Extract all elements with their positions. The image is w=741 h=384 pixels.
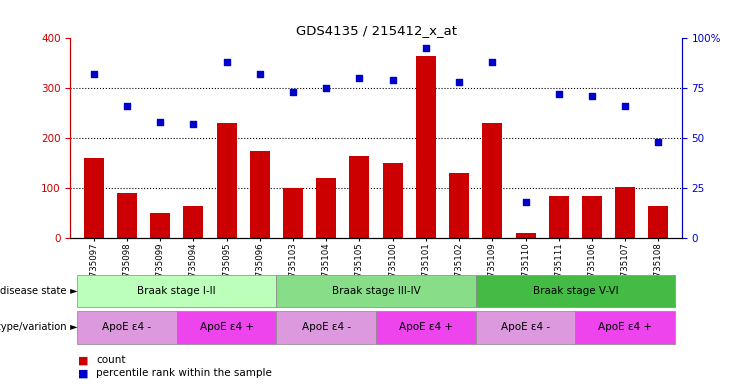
Bar [150, 213, 170, 238]
Bar [648, 206, 668, 238]
Point [87, 71, 99, 78]
Text: count: count [96, 355, 126, 365]
Point [519, 199, 531, 205]
Text: ApoE ε4 -: ApoE ε4 - [302, 322, 350, 333]
Text: ■: ■ [78, 368, 88, 378]
Bar [77, 275, 276, 307]
Point [187, 121, 199, 127]
Point [420, 45, 432, 51]
Text: Braak stage I-II: Braak stage I-II [137, 286, 216, 296]
Bar [476, 275, 675, 307]
Bar [615, 187, 635, 238]
Bar [376, 311, 476, 344]
Bar [476, 311, 576, 344]
Point [287, 89, 299, 95]
Bar [382, 163, 402, 238]
Point [254, 71, 266, 78]
Text: Braak stage III-IV: Braak stage III-IV [332, 286, 420, 296]
Point [553, 91, 565, 98]
Point [121, 103, 133, 109]
Bar [516, 233, 536, 238]
Text: percentile rank within the sample: percentile rank within the sample [96, 368, 272, 378]
Point [486, 59, 498, 65]
Bar [582, 195, 602, 238]
Bar [117, 193, 137, 238]
Text: ►: ► [67, 286, 77, 296]
Bar [77, 311, 176, 344]
Point [586, 93, 598, 99]
Text: disease state: disease state [0, 286, 67, 296]
Bar [250, 151, 270, 238]
Bar [316, 178, 336, 238]
Text: ApoE ε4 +: ApoE ε4 + [399, 322, 453, 333]
Bar [276, 275, 476, 307]
Bar [176, 311, 276, 344]
Point [619, 103, 631, 109]
Bar [276, 311, 376, 344]
Text: ApoE ε4 -: ApoE ε4 - [501, 322, 550, 333]
Title: GDS4135 / 215412_x_at: GDS4135 / 215412_x_at [296, 24, 456, 37]
Bar [350, 156, 370, 238]
Point [387, 77, 399, 83]
Bar [84, 158, 104, 238]
Point [353, 75, 365, 81]
Point [453, 79, 465, 85]
Bar [482, 123, 502, 238]
Bar [183, 206, 203, 238]
Point [221, 59, 233, 65]
Text: ApoE ε4 -: ApoE ε4 - [102, 322, 151, 333]
Text: ■: ■ [78, 355, 88, 365]
Text: Braak stage V-VI: Braak stage V-VI [533, 286, 618, 296]
Bar [416, 56, 436, 238]
Text: ApoE ε4 +: ApoE ε4 + [199, 322, 253, 333]
Bar [216, 123, 236, 238]
Text: genotype/variation: genotype/variation [0, 322, 67, 333]
Text: ►: ► [67, 322, 77, 333]
Bar [283, 188, 303, 238]
Text: ApoE ε4 +: ApoE ε4 + [598, 322, 652, 333]
Bar [449, 173, 469, 238]
Bar [576, 311, 675, 344]
Point [154, 119, 166, 125]
Bar [549, 195, 569, 238]
Point [320, 85, 332, 91]
Point [653, 139, 665, 145]
